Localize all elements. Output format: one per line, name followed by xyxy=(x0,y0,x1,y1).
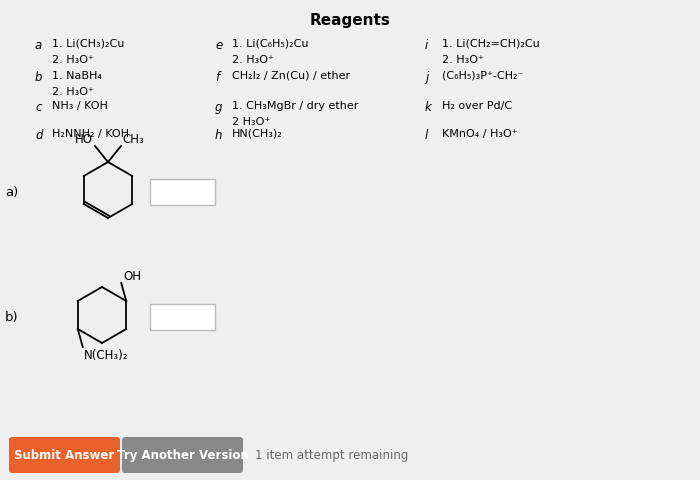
Text: Reagents: Reagents xyxy=(309,13,391,28)
Text: 1. CH₃MgBr / dry ether: 1. CH₃MgBr / dry ether xyxy=(232,101,358,111)
Text: j: j xyxy=(425,71,428,84)
Text: HN(CH₃)₂: HN(CH₃)₂ xyxy=(232,129,283,139)
Text: 2. H₃O⁺: 2. H₃O⁺ xyxy=(52,55,94,65)
Text: H₂NNH₂ / KOH: H₂NNH₂ / KOH xyxy=(52,129,129,139)
Text: CH₂I₂ / Zn(Cu) / ether: CH₂I₂ / Zn(Cu) / ether xyxy=(232,71,350,81)
Text: HO: HO xyxy=(75,133,93,146)
Text: c: c xyxy=(35,101,41,114)
Text: g: g xyxy=(215,101,223,114)
Text: i: i xyxy=(425,39,428,52)
Text: a): a) xyxy=(5,186,18,199)
Text: H₂ over Pd/C: H₂ over Pd/C xyxy=(442,101,512,111)
FancyBboxPatch shape xyxy=(150,180,215,205)
Text: b: b xyxy=(35,71,43,84)
Text: 2. H₃O⁺: 2. H₃O⁺ xyxy=(442,55,484,65)
Text: b): b) xyxy=(5,311,19,324)
Text: f: f xyxy=(215,71,219,84)
Text: 1. Li(CH₂=CH)₂Cu: 1. Li(CH₂=CH)₂Cu xyxy=(442,39,540,49)
Text: CH₃: CH₃ xyxy=(122,133,144,146)
Text: 1. Li(CH₃)₂Cu: 1. Li(CH₃)₂Cu xyxy=(52,39,125,49)
Text: h: h xyxy=(215,129,223,142)
Text: a: a xyxy=(35,39,42,52)
Text: 1. Li(C₆H₅)₂Cu: 1. Li(C₆H₅)₂Cu xyxy=(232,39,309,49)
Text: 2. H₃O⁺: 2. H₃O⁺ xyxy=(52,87,94,97)
Text: k: k xyxy=(425,101,432,114)
Text: Submit Answer: Submit Answer xyxy=(15,448,115,461)
Text: 2. H₃O⁺: 2. H₃O⁺ xyxy=(232,55,274,65)
Text: d: d xyxy=(35,129,43,142)
Text: 1. NaBH₄: 1. NaBH₄ xyxy=(52,71,102,81)
Text: N(CH₃)₂: N(CH₃)₂ xyxy=(84,348,128,361)
FancyBboxPatch shape xyxy=(150,304,215,330)
Text: OH: OH xyxy=(123,269,141,282)
FancyBboxPatch shape xyxy=(122,437,243,473)
Text: l: l xyxy=(425,129,428,142)
Text: Try Another Version: Try Another Version xyxy=(117,448,248,461)
Text: 2 H₃O⁺: 2 H₃O⁺ xyxy=(232,117,270,127)
Text: NH₃ / KOH: NH₃ / KOH xyxy=(52,101,108,111)
Text: e: e xyxy=(215,39,223,52)
Text: KMnO₄ / H₃O⁺: KMnO₄ / H₃O⁺ xyxy=(442,129,517,139)
Text: 1 item attempt remaining: 1 item attempt remaining xyxy=(255,448,408,461)
Text: (C₆H₅)₃P⁺-CH₂⁻: (C₆H₅)₃P⁺-CH₂⁻ xyxy=(442,71,524,81)
FancyBboxPatch shape xyxy=(9,437,120,473)
